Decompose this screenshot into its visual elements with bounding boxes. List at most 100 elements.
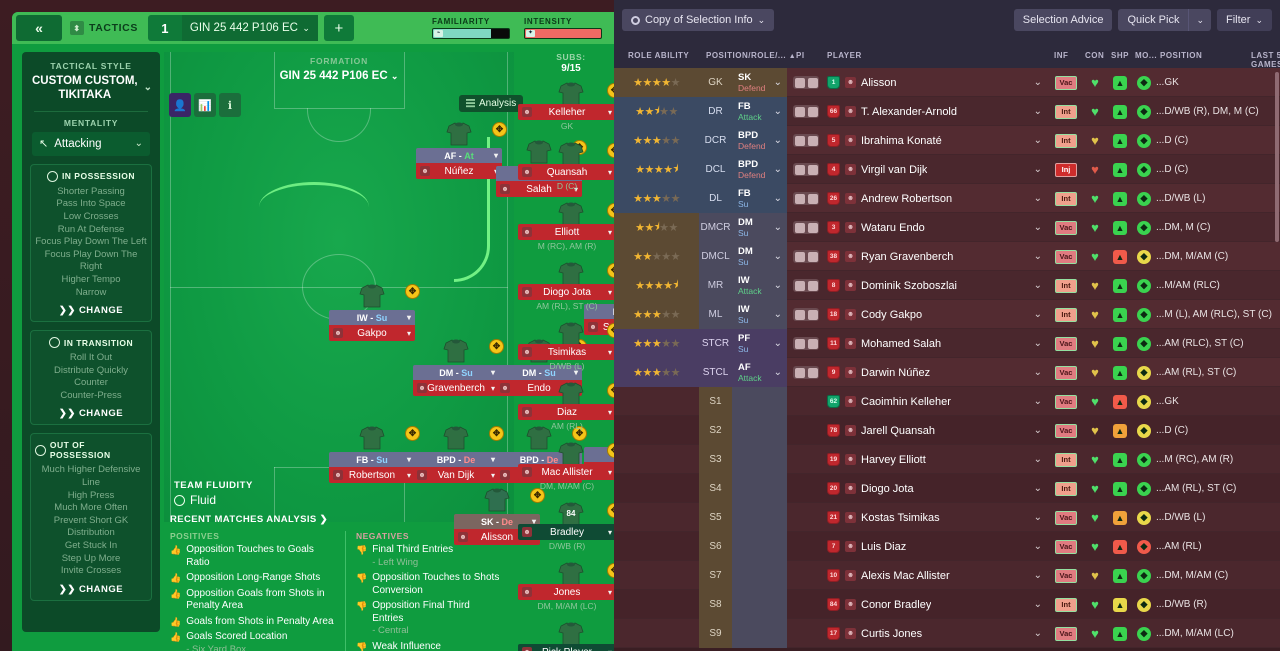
pitch-player-card[interactable]: ✥AF - At▾☻Núñez▾ (416, 122, 507, 179)
role-cell[interactable]: BPD Defend ⌄ (732, 126, 787, 155)
pitch-player-card[interactable]: ✥SK - De▾☻Alisson▾ (454, 488, 545, 545)
sub-slot[interactable]: ✥ ☻ Diogo Jota ▾ AM (RL), ST (C) (516, 262, 614, 314)
player-cell[interactable]: 10 ☻ Alexis Mac Allister ⌄ (825, 561, 1050, 590)
player-instructions-cell[interactable] (787, 387, 825, 416)
role-cell[interactable] (732, 445, 787, 474)
player-cell[interactable]: 66 ☻ T. Alexander-Arnold ⌄ (825, 97, 1050, 126)
table-row[interactable]: S3 19 ☻ Harvey Elliott ⌄ Int ♥ ▲ ◆ ...M (RC), AM … (614, 445, 1280, 474)
position-slot-cell[interactable]: DCR (699, 126, 732, 155)
chevron-down-icon[interactable]: ⌄ (1033, 338, 1042, 349)
quick-pick-dropdown-button[interactable]: ⌄ (1188, 9, 1211, 31)
table-row[interactable]: ★ ★ ★ ★ ★ STCR PF Su ⌄ 11 ☻ Mohamed Salah ⌄ Vac ♥ ▲ ◆...… (614, 329, 1280, 358)
table-row[interactable]: ★ ★ ★ ★ ★ ML IW Su ⌄ 18 ☻ Cody Gakpo ⌄ Int ♥ ▲ ◆ ...M (L)… (614, 300, 1280, 329)
table-row[interactable]: ★ ★ ★ ★ ★ DMCL DM Su ⌄ 38 ☻ Ryan Gravenberch ⌄ Vac ♥ ▲ ◆… (614, 242, 1280, 271)
player-name-select[interactable]: ☻ Gakpo ▾ (329, 325, 415, 341)
sub-player-select[interactable]: ☻ Diogo Jota ▾ (518, 284, 614, 300)
chevron-down-icon[interactable]: ⌄ (1033, 280, 1042, 291)
player-instruction-icon[interactable]: ✥ (405, 284, 420, 299)
sub-player-select[interactable]: ☻ Quansah ▾ (518, 164, 614, 180)
role-cell[interactable]: AF Attack ⌄ (732, 358, 787, 387)
pitch-player-card[interactable]: ✥ DM - Su ▾ ☻ Gravenberch ▾ (413, 339, 504, 396)
chevron-down-icon[interactable]: ⌄ (1033, 367, 1042, 378)
position-slot-cell[interactable]: S6 (699, 532, 732, 561)
player-instructions-cell[interactable] (787, 590, 825, 619)
in-transition-change-button[interactable]: ❯❯ CHANGE (58, 408, 124, 420)
header-mo[interactable]: MO... (1135, 51, 1158, 60)
role-cell[interactable]: SK Defend ⌄ (732, 68, 787, 97)
header-player[interactable]: PLAYER (827, 51, 862, 60)
role-cell[interactable]: FB Attack ⌄ (732, 97, 787, 126)
table-row[interactable]: S67☻Luis Diaz⌄Vac♥▲◆...AM (RL)7.000 (614, 532, 1280, 561)
player-instructions-cell[interactable] (787, 532, 825, 561)
role-cell[interactable] (732, 561, 787, 590)
selection-advice-button[interactable]: Selection Advice (1013, 9, 1113, 31)
player-name-select[interactable]: ☻ Van Dijk ▾ (413, 467, 499, 483)
table-row[interactable]: S9 17 ☻ Curtis Jones ⌄ Vac ♥ ▲ ◆ ...DM, M/AM (LC)… (614, 619, 1280, 648)
player-instruction-icon[interactable]: ✥ (572, 426, 587, 441)
table-row[interactable]: ★ ★ ⯨ ★ ★ DMCR DM Su ⌄ 3 ☻ Wataru Endo ⌄ Vac ♥ ▲ ◆ ...DM,… (614, 213, 1280, 242)
role-cell[interactable]: DM Su ⌄ (732, 242, 787, 271)
player-instructions-cell[interactable] (787, 329, 825, 358)
formation-name-select[interactable]: GIN 25 442 P106 EC ⌄ (164, 70, 514, 82)
in-possession-change-button[interactable]: ❯❯ CHANGE (58, 305, 124, 317)
role-cell[interactable] (732, 532, 787, 561)
sub-slot[interactable]: ✥ ☻ Elliott ▾ M (RC), AM (R) (516, 202, 614, 254)
add-tactic-button[interactable]: + (323, 15, 354, 41)
table-row[interactable]: ★ ★ ★ ★ ⯨ MR IW Attack ⌄ 8 ☻ Dominik Szoboszlai ⌄ Int… (614, 271, 1280, 300)
player-cell[interactable]: 7 ☻ Luis Diaz ⌄ (825, 532, 1050, 561)
header-pi[interactable]: PI (796, 51, 805, 60)
player-instruction-icon[interactable]: ✥ (607, 143, 614, 158)
chevron-down-icon[interactable]: ⌄ (1033, 135, 1042, 146)
view-players-button[interactable]: 👤 (169, 93, 191, 117)
player-instructions-cell[interactable] (787, 561, 825, 590)
position-slot-cell[interactable]: GK (699, 68, 732, 97)
player-role-select[interactable]: IW - Su ▾ (329, 310, 415, 325)
player-instructions-cell[interactable] (787, 155, 825, 184)
position-slot-cell[interactable]: DCL (699, 155, 732, 184)
header-con[interactable]: CON (1085, 51, 1105, 60)
chevron-down-icon[interactable]: ⌄ (1033, 164, 1042, 175)
position-slot-cell[interactable]: DR (699, 97, 732, 126)
table-row[interactable]: S7 10 ☻ Alexis Mac Allister ⌄ Vac ♥ ▲ ◆ ...DM, M/… (614, 561, 1280, 590)
role-cell[interactable] (732, 619, 787, 648)
sub-player-select[interactable]: ☻ Diaz ▾ (518, 404, 614, 420)
player-instructions-cell[interactable] (787, 300, 825, 329)
sub-player-select[interactable]: ☻ Tsimikas ▾ (518, 344, 614, 360)
sub-player-select[interactable]: ☻ Bradley ▾ (518, 524, 614, 540)
chevron-down-icon[interactable]: ⌄ (1033, 222, 1042, 233)
player-role-select[interactable]: FB - Su ▾ (329, 452, 415, 467)
role-cell[interactable] (732, 503, 787, 532)
player-instructions-cell[interactable] (787, 271, 825, 300)
position-slot-cell[interactable]: MR (699, 271, 732, 300)
player-instructions-cell[interactable] (787, 213, 825, 242)
chevron-down-icon[interactable]: ⌄ (1033, 77, 1042, 88)
pitch-player-card[interactable]: ✥ IW - Su ▾ ☻ Gakpo ▾ (329, 284, 420, 341)
role-cell[interactable] (732, 387, 787, 416)
sub-player-select[interactable]: ☻ Elliott ▾ (518, 224, 614, 240)
player-instruction-icon[interactable]: ✥ (405, 426, 420, 441)
chevron-down-icon[interactable]: ⌄ (1033, 251, 1042, 262)
header-position[interactable]: POSITION (1160, 51, 1203, 60)
sub-slot[interactable]: ☻ Pick Player ▾ (516, 622, 614, 651)
tactic-name-select[interactable]: GIN 25 442 P106 EC ⌄ (181, 15, 318, 41)
sub-slot[interactable]: ✥ ☻ Diaz ▾ AM (RL) (516, 382, 614, 434)
role-cell[interactable] (732, 416, 787, 445)
player-cell[interactable]: 11 ☻ Mohamed Salah ⌄ (825, 329, 1050, 358)
player-name-select[interactable]: ☻ Núñez ▾ (416, 163, 502, 179)
player-cell[interactable]: 1 ☻ Alisson ⌄ (825, 68, 1050, 97)
tactic-slot-number[interactable]: 1 (147, 15, 182, 41)
chevron-down-icon[interactable]: ⌄ (1033, 483, 1042, 494)
sub-slot[interactable]: ✥☻Tsimikas▾D/WB (L) (516, 322, 614, 374)
player-role-select[interactable]: DM - Su ▾ (413, 365, 499, 380)
chevron-down-icon[interactable]: ⌄ (1033, 425, 1042, 436)
player-role-select[interactable]: BPD - De▾ (413, 452, 499, 467)
player-instruction-icon[interactable]: ✥ (492, 122, 507, 137)
player-instructions-cell[interactable] (787, 126, 825, 155)
role-cell[interactable]: IW Attack ⌄ (732, 271, 787, 300)
mentality-select[interactable]: ↖ Attacking ⌄ (32, 131, 150, 156)
player-cell[interactable]: 9 ☻ Darwin Núñez ⌄ (825, 358, 1050, 387)
player-role-select[interactable]: DM - Su ▾ (496, 365, 582, 380)
